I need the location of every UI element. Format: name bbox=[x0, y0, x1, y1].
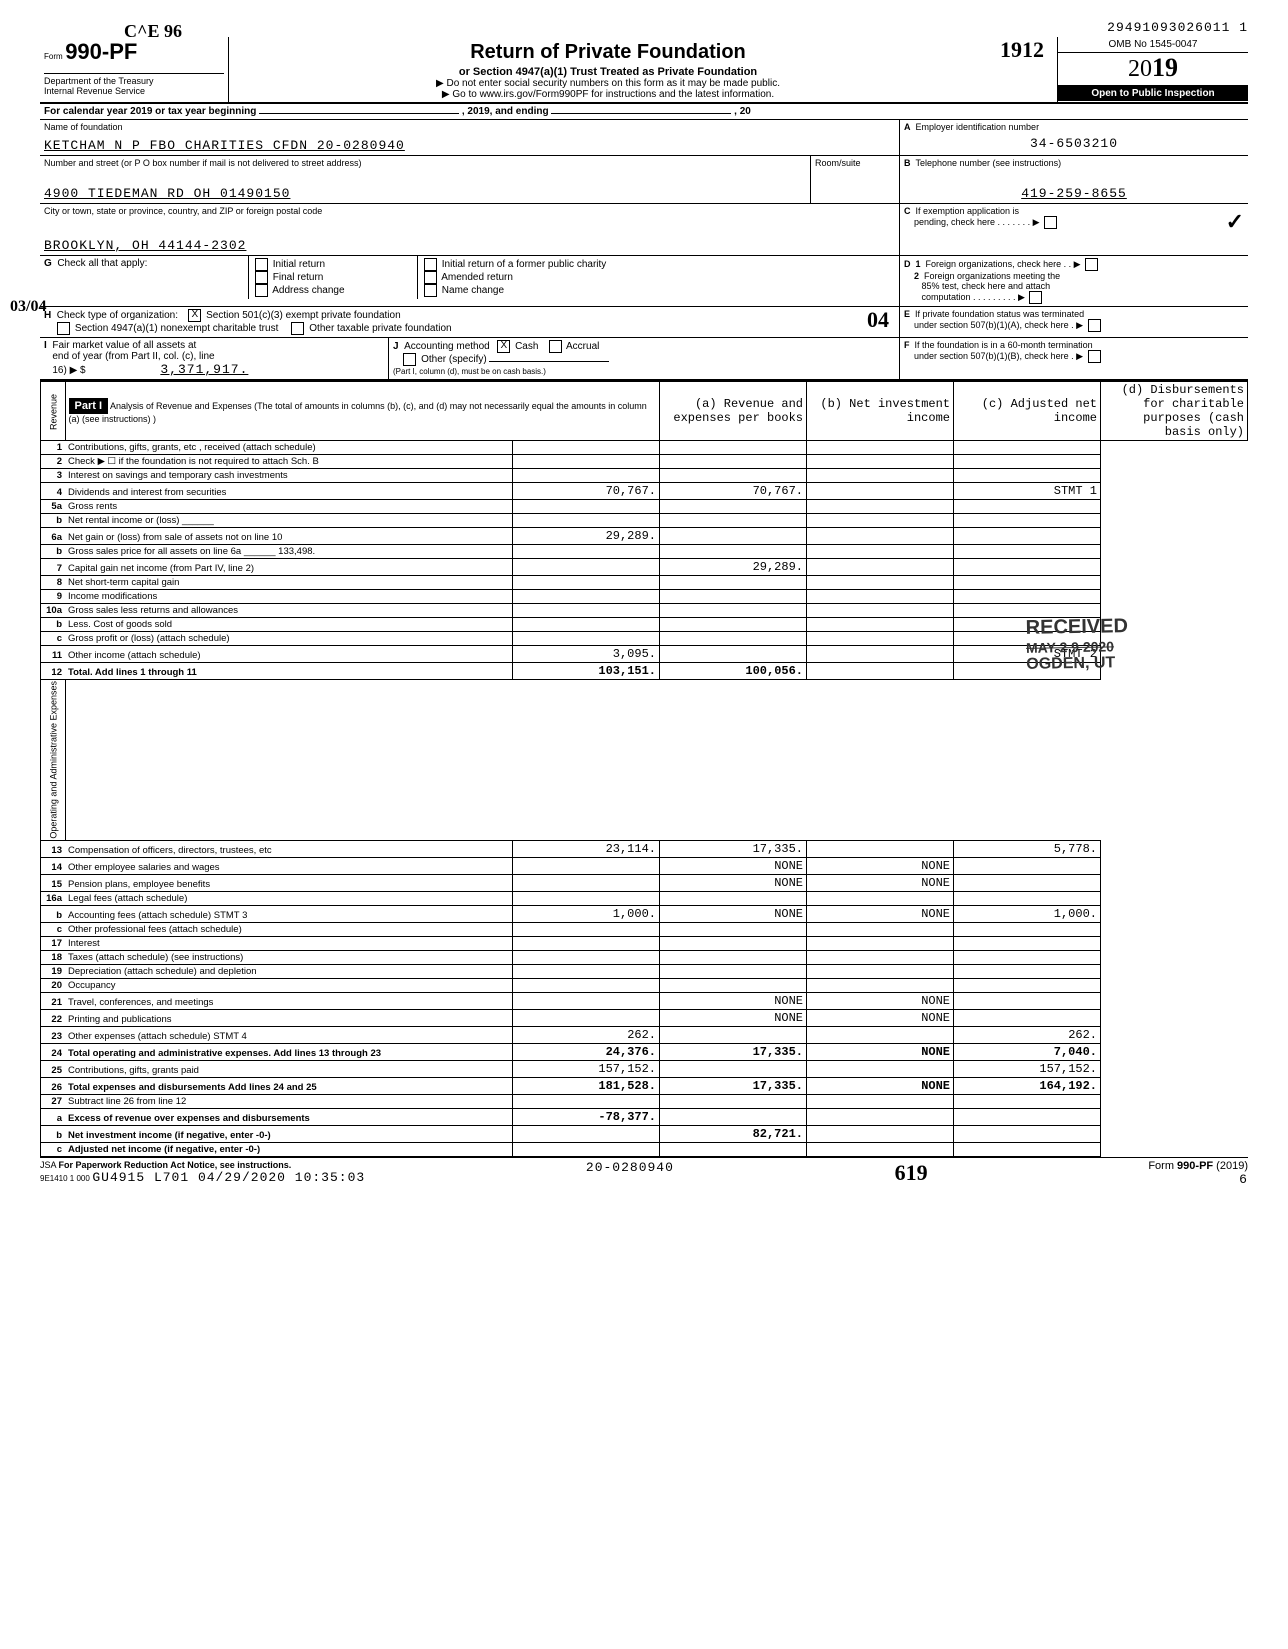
scanned-stamp: SCANNED MAY 05 2021 bbox=[0, 780, 1, 1001]
city-state-zip: BROOKLYN, OH 44144-2302 bbox=[44, 238, 895, 253]
g-former[interactable]: Initial return of a former public charit… bbox=[422, 258, 895, 271]
line-5a: 5aGross rents bbox=[41, 500, 1248, 514]
box-f: F If the foundation is in a 60-month ter… bbox=[900, 338, 1248, 379]
form-word: Form bbox=[44, 52, 63, 61]
cash-basis-note: (Part I, column (d), must be on cash bas… bbox=[393, 367, 546, 376]
line-b: bLess. Cost of goods sold bbox=[41, 618, 1248, 632]
handwritten-check: ✓ bbox=[1226, 209, 1244, 235]
line-21: 21Travel, conferences, and meetingsNONEN… bbox=[41, 992, 1248, 1009]
box-c-label: C If exemption application is pending, c… bbox=[904, 206, 1244, 229]
line-14: 14Other employee salaries and wagesNONEN… bbox=[41, 857, 1248, 874]
line-a: aExcess of revenue over expenses and dis… bbox=[41, 1108, 1248, 1125]
box-g-label: G Check all that apply: bbox=[40, 256, 248, 299]
col-d-header: (d) Disbursements for charitable purpose… bbox=[1101, 382, 1248, 441]
form-number: 990-PF bbox=[65, 39, 137, 64]
j-cash-check[interactable]: X bbox=[497, 340, 510, 353]
public-inspection: Open to Public Inspection bbox=[1058, 86, 1248, 101]
line-15: 15Pension plans, employee benefitsNONENO… bbox=[41, 874, 1248, 891]
g-amended[interactable]: Amended return bbox=[422, 271, 895, 284]
fmv-value: 3,371,917. bbox=[88, 362, 248, 377]
part1-table: Revenue Part I Analysis of Revenue and E… bbox=[40, 381, 1248, 1157]
handwritten-04: 04 bbox=[867, 307, 889, 333]
line-23: 23Other expenses (attach schedule) STMT … bbox=[41, 1026, 1248, 1043]
line-11: 11Other income (attach schedule)3,095.ST… bbox=[41, 646, 1248, 663]
ssn-warning: ▶ Do not enter social security numbers o… bbox=[235, 78, 981, 89]
handwritten-1912: 1912 bbox=[1000, 37, 1044, 62]
calendar-year-line: For calendar year 2019 or tax year begin… bbox=[40, 104, 1248, 119]
form-subtitle: or Section 4947(a)(1) Trust Treated as P… bbox=[235, 66, 981, 78]
tax-year: 2019 bbox=[1058, 53, 1248, 86]
h-501c3: Section 501(c)(3) exempt private foundat… bbox=[206, 310, 401, 321]
line-10a: 10aGross sales less returns and allowanc… bbox=[41, 604, 1248, 618]
g-initial[interactable]: Initial return bbox=[253, 258, 413, 271]
line-6a: 6aNet gain or (loss) from sale of assets… bbox=[41, 528, 1248, 545]
j-other-check[interactable] bbox=[403, 353, 416, 366]
form-title: Return of Private Foundation bbox=[235, 41, 981, 64]
city-label: City or town, state or province, country… bbox=[44, 206, 895, 216]
h-4947: Section 4947(a)(1) nonexempt charitable … bbox=[75, 323, 278, 334]
line-b: bAccounting fees (attach schedule) STMT … bbox=[41, 905, 1248, 922]
line-26: 26Total expenses and disbursements Add l… bbox=[41, 1077, 1248, 1094]
form-header: Form 990-PF C^E 96 Department of the Tre… bbox=[40, 37, 1248, 104]
dln-number: 29491093026011 1 bbox=[40, 20, 1248, 35]
line-27: 27Subtract line 26 from line 12 bbox=[41, 1094, 1248, 1108]
addr-label: Number and street (or P O box number if … bbox=[44, 158, 806, 168]
name-label: Name of foundation bbox=[44, 122, 895, 132]
line-20: 20Occupancy bbox=[41, 978, 1248, 992]
j-accrual-check[interactable] bbox=[549, 340, 562, 353]
line-22: 22Printing and publicationsNONENONE bbox=[41, 1009, 1248, 1026]
line-7: 7Capital gain net income (from Part IV, … bbox=[41, 559, 1248, 576]
box-b-label: B Telephone number (see instructions) bbox=[904, 158, 1244, 168]
part1-desc: Analysis of Revenue and Expenses (The to… bbox=[69, 401, 647, 424]
side-revenue: Revenue bbox=[41, 382, 66, 441]
line-13: 13Compensation of officers, directors, t… bbox=[41, 840, 1248, 857]
phone: 419-259-8655 bbox=[904, 186, 1244, 201]
line-9: 9Income modifications bbox=[41, 590, 1248, 604]
g-name-change[interactable]: Name change bbox=[422, 284, 895, 297]
col-a-header: (a) Revenue and expenses per books bbox=[660, 382, 807, 441]
goto-url: ▶ Go to www.irs.gov/Form990PF for instru… bbox=[235, 89, 981, 100]
irs-label: Internal Revenue Service bbox=[44, 86, 224, 96]
line-c: cGross profit or (loss) (attach schedule… bbox=[41, 632, 1248, 646]
line-17: 17Interest bbox=[41, 936, 1248, 950]
dept-treasury: Department of the Treasury bbox=[44, 76, 224, 86]
line-12: 12Total. Add lines 1 through 11103,151.1… bbox=[41, 663, 1248, 680]
h-4947-check[interactable] bbox=[57, 322, 70, 335]
line-b: bNet rental income or (loss) ______ bbox=[41, 514, 1248, 528]
part1-header: Part I bbox=[69, 398, 109, 414]
col-b-header: (b) Net investment income bbox=[807, 382, 954, 441]
line-18: 18Taxes (attach schedule) (see instructi… bbox=[41, 950, 1248, 964]
h-501c3-check[interactable]: X bbox=[188, 309, 201, 322]
omb-number: OMB No 1545-0047 bbox=[1058, 37, 1248, 53]
side-expenses: Operating and Administrative Expenses bbox=[41, 680, 66, 841]
h-other-check[interactable] bbox=[291, 322, 304, 335]
line-8: 8Net short-term capital gain bbox=[41, 576, 1248, 590]
g-address[interactable]: Address change bbox=[253, 284, 413, 297]
line-c: cOther professional fees (attach schedul… bbox=[41, 922, 1248, 936]
line-c: cAdjusted net income (if negative, enter… bbox=[41, 1142, 1248, 1156]
line-25: 25Contributions, gifts, grants paid157,1… bbox=[41, 1060, 1248, 1077]
line-3: 3Interest on savings and temporary cash … bbox=[41, 469, 1248, 483]
line-24: 24Total operating and administrative exp… bbox=[41, 1043, 1248, 1060]
street-address: 4900 TIEDEMAN RD OH 01490150 bbox=[44, 186, 806, 201]
line-b: bNet investment income (if negative, ent… bbox=[41, 1125, 1248, 1142]
ein: 34-6503210 bbox=[904, 136, 1244, 151]
handwritten-03-04: 03/04 bbox=[10, 298, 46, 316]
col-c-header: (c) Adjusted net income bbox=[954, 382, 1101, 441]
line-19: 19Depreciation (attach schedule) and dep… bbox=[41, 964, 1248, 978]
form-suffix-handwritten: C^E 96 bbox=[124, 21, 182, 42]
line-1: 1Contributions, gifts, grants, etc , rec… bbox=[41, 441, 1248, 455]
box-a-label: A Employer identification number bbox=[904, 122, 1244, 132]
line-16a: 16aLegal fees (attach schedule) bbox=[41, 891, 1248, 905]
box-d: D 1 Foreign organizations, check here . … bbox=[900, 256, 1248, 306]
room-label: Room/suite bbox=[815, 158, 895, 168]
line-4: 4Dividends and interest from securities7… bbox=[41, 483, 1248, 500]
line-2: 2Check ▶ ☐ if the foundation is not requ… bbox=[41, 455, 1248, 469]
g-final[interactable]: Final return bbox=[253, 271, 413, 284]
foundation-name: KETCHAM N P FBO CHARITIES CFDN 20-028094… bbox=[44, 138, 895, 153]
h-other: Other taxable private foundation bbox=[309, 323, 451, 334]
box-e: E If private foundation status was termi… bbox=[900, 307, 1248, 337]
page-footer: JSA For Paperwork Reduction Act Notice, … bbox=[40, 1157, 1248, 1187]
line-b: bGross sales price for all assets on lin… bbox=[41, 545, 1248, 559]
